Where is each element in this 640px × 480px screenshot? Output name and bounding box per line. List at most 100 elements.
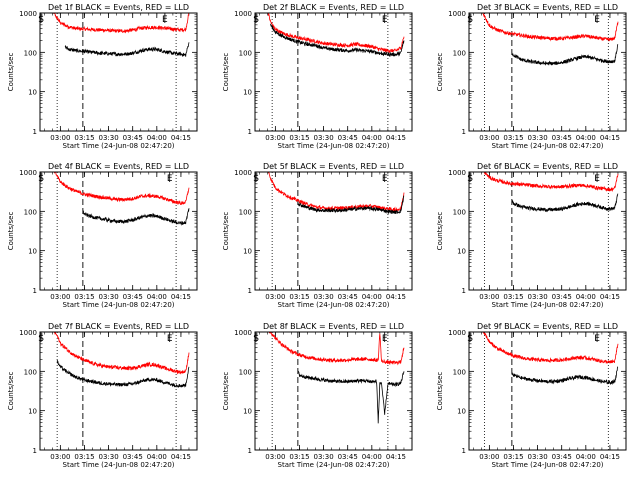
y-tick-label: 1 bbox=[462, 128, 466, 136]
x-tick-label: 04:15 bbox=[600, 134, 620, 142]
y-tick-label: 1000 bbox=[448, 10, 466, 18]
x-tick-label: 03:00 bbox=[265, 293, 285, 301]
series-line-lld bbox=[481, 332, 619, 364]
x-tick-label: 03:15 bbox=[289, 453, 309, 461]
x-tick-label: 03:00 bbox=[50, 134, 70, 142]
series-line-events bbox=[270, 23, 405, 58]
x-axis-label: Start Time (24-Jun-08 02:47:20) bbox=[492, 142, 604, 150]
y-tick-label: 1000 bbox=[234, 10, 252, 18]
series-line-events bbox=[82, 208, 190, 226]
x-tick-label: 03:30 bbox=[313, 453, 333, 461]
panel-title: Det 9f BLACK = Events, RED = LLD bbox=[477, 322, 618, 331]
y-tick-label: 100 bbox=[453, 368, 466, 376]
x-tick-label: 03:30 bbox=[527, 293, 547, 301]
y-tick-label: 10 bbox=[243, 89, 252, 97]
x-tick-label: 03:15 bbox=[74, 134, 94, 142]
x-tick-label: 03:15 bbox=[503, 453, 523, 461]
x-tick-label: 04:00 bbox=[576, 293, 596, 301]
y-axis-label: Counts/sec bbox=[7, 212, 15, 251]
y-axis-label: Counts/sec bbox=[436, 53, 444, 92]
plot-frame bbox=[468, 331, 627, 451]
x-tick-label: 04:15 bbox=[600, 293, 620, 301]
x-tick-label: 03:00 bbox=[265, 453, 285, 461]
plot-frame bbox=[39, 331, 198, 451]
x-tick-label: 03:30 bbox=[527, 453, 547, 461]
y-tick-label: 10 bbox=[28, 89, 37, 97]
x-tick-label: 03:45 bbox=[338, 293, 358, 301]
y-tick-label: 10 bbox=[457, 89, 466, 97]
y-tick-label: 100 bbox=[24, 208, 37, 216]
x-axis-label: Start Time (24-Jun-08 02:47:20) bbox=[492, 461, 604, 469]
x-tick-label: 03:15 bbox=[74, 293, 94, 301]
panel-det-5f: Det 5f BLACK = Events, RED = LLD 1 10 100 10… bbox=[222, 162, 413, 309]
y-axis-label: Counts/sec bbox=[436, 212, 444, 251]
x-tick-label: 04:15 bbox=[386, 453, 406, 461]
x-tick-label: 04:15 bbox=[386, 134, 406, 142]
panel-det-7f: Det 7f BLACK = Events, RED = LLD 1 10 100 10… bbox=[7, 322, 198, 469]
series-line-events bbox=[297, 370, 405, 424]
plot-frame bbox=[468, 12, 627, 132]
y-axis-label: Counts/sec bbox=[7, 53, 15, 92]
panel-title: Det 2f BLACK = Events, RED = LLD bbox=[263, 3, 404, 12]
y-tick-label: 10 bbox=[457, 248, 466, 256]
series-line-lld bbox=[482, 13, 619, 42]
x-tick-label: 03:15 bbox=[503, 293, 523, 301]
panel-title: Det 6f BLACK = Events, RED = LLD bbox=[477, 162, 618, 171]
y-tick-label: 10 bbox=[28, 248, 37, 256]
panel-title: Det 7f BLACK = Events, RED = LLD bbox=[48, 322, 189, 331]
x-tick-label: 04:15 bbox=[600, 453, 620, 461]
panel-title: Det 3f BLACK = Events, RED = LLD bbox=[477, 3, 618, 12]
x-tick-label: 04:00 bbox=[362, 453, 382, 461]
series-line-lld bbox=[482, 172, 619, 193]
series-line-events bbox=[511, 44, 619, 66]
y-tick-label: 1 bbox=[248, 447, 252, 455]
x-tick-label: 03:15 bbox=[503, 134, 523, 142]
x-tick-label: 03:45 bbox=[123, 293, 143, 301]
series-line-lld bbox=[268, 332, 405, 366]
panel-title: Det 8f BLACK = Events, RED = LLD bbox=[263, 322, 404, 331]
panel-det-3f: Det 3f BLACK = Events, RED = LLD 1 10 100 10… bbox=[436, 3, 627, 150]
y-tick-label: 1 bbox=[33, 447, 37, 455]
y-tick-label: 1000 bbox=[448, 169, 466, 177]
series-line-lld bbox=[267, 172, 405, 213]
y-tick-label: 100 bbox=[239, 208, 252, 216]
plot-frame bbox=[254, 171, 413, 291]
x-tick-label: 03:00 bbox=[479, 134, 499, 142]
plot-frame bbox=[39, 171, 198, 291]
x-axis-label: Start Time (24-Jun-08 02:47:20) bbox=[278, 142, 390, 150]
y-axis-label: Counts/sec bbox=[7, 372, 15, 411]
plot-frame bbox=[254, 331, 413, 451]
y-tick-label: 10 bbox=[28, 408, 37, 416]
x-axis-label: Start Time (24-Jun-08 02:47:20) bbox=[63, 142, 175, 150]
x-tick-label: 04:00 bbox=[576, 134, 596, 142]
x-tick-label: 04:00 bbox=[576, 453, 596, 461]
panel-det-6f: Det 6f BLACK = Events, RED = LLD 1 10 100 10… bbox=[436, 162, 627, 309]
x-tick-label: 03:45 bbox=[552, 134, 572, 142]
x-tick-label: 03:00 bbox=[479, 293, 499, 301]
x-tick-label: 04:00 bbox=[147, 293, 167, 301]
x-tick-label: 03:30 bbox=[98, 453, 118, 461]
x-tick-label: 03:00 bbox=[479, 453, 499, 461]
y-tick-label: 100 bbox=[453, 49, 466, 57]
panel-title: Det 1f BLACK = Events, RED = LLD bbox=[48, 3, 189, 12]
y-tick-label: 100 bbox=[453, 208, 466, 216]
x-tick-label: 03:15 bbox=[289, 293, 309, 301]
series-line-lld bbox=[267, 13, 405, 54]
panel-det-2f: Det 2f BLACK = Events, RED = LLD 1 10 100 10… bbox=[222, 3, 413, 150]
x-axis-label: Start Time (24-Jun-08 02:47:20) bbox=[492, 301, 604, 309]
x-tick-label: 03:45 bbox=[123, 134, 143, 142]
y-tick-label: 10 bbox=[243, 248, 252, 256]
x-tick-label: 03:45 bbox=[552, 293, 572, 301]
x-tick-label: 03:00 bbox=[265, 134, 285, 142]
panel-det-1f: Det 1f BLACK = Events, RED = LLD 1 10 100 10… bbox=[7, 3, 198, 150]
series-line-lld bbox=[54, 172, 190, 206]
x-tick-label: 03:45 bbox=[123, 453, 143, 461]
x-axis-label: Start Time (24-Jun-08 02:47:20) bbox=[278, 461, 390, 469]
y-tick-label: 10 bbox=[243, 408, 252, 416]
y-axis-label: Counts/sec bbox=[222, 372, 230, 411]
x-tick-label: 03:30 bbox=[527, 134, 547, 142]
y-tick-label: 1 bbox=[248, 287, 252, 295]
y-axis-label: Counts/sec bbox=[222, 212, 230, 251]
